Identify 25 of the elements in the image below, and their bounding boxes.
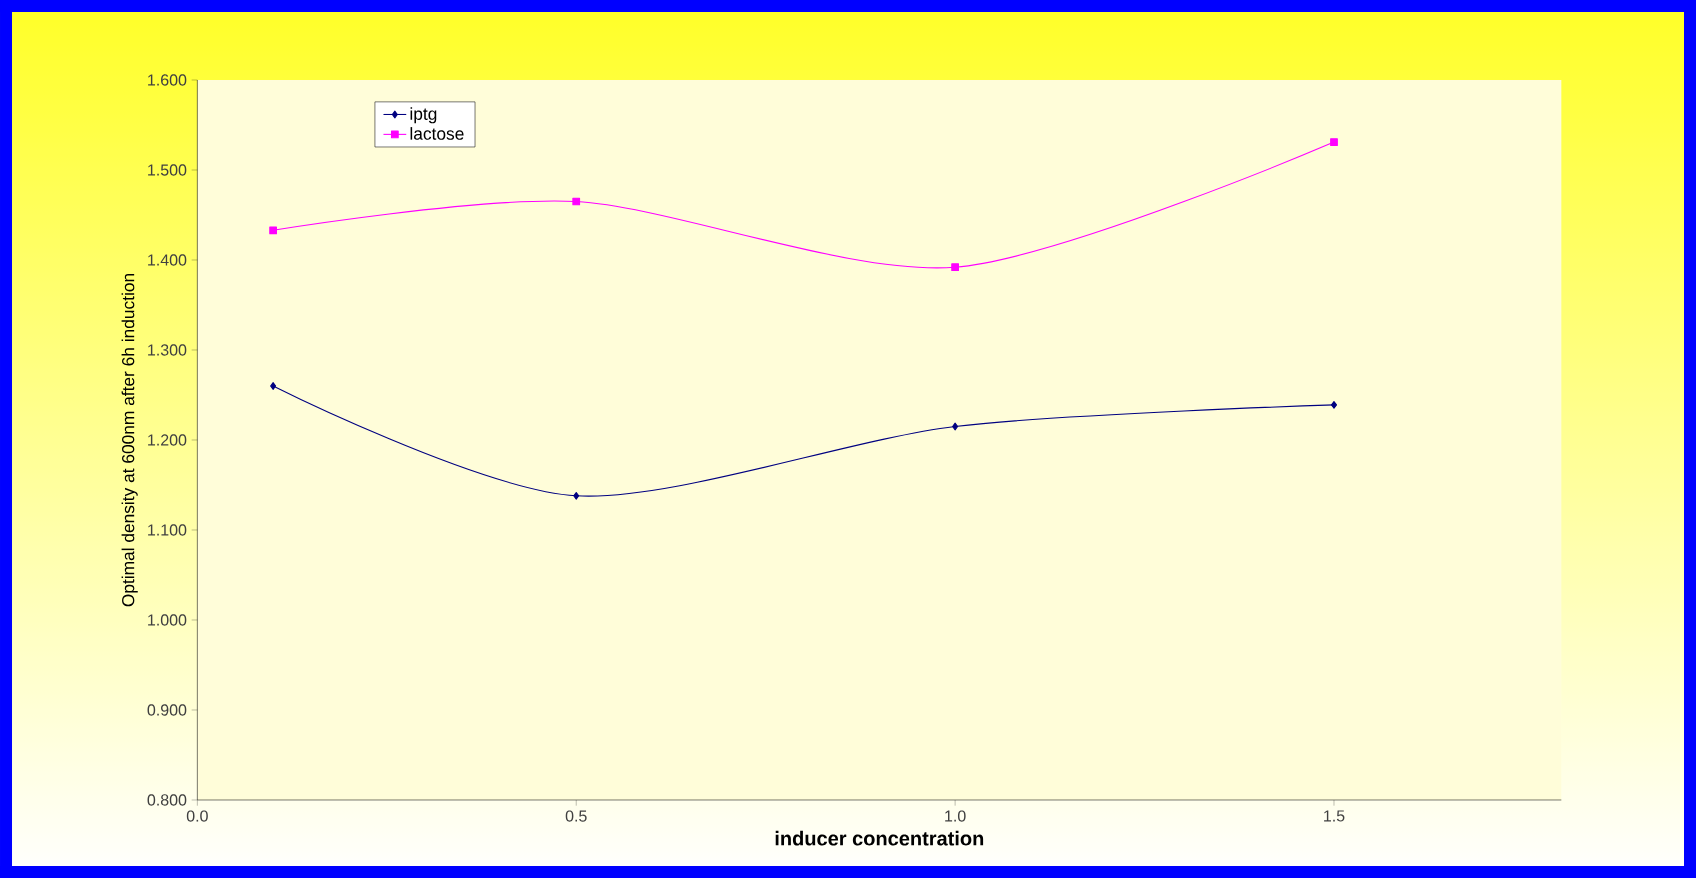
point — [1330, 138, 1338, 146]
y-tick-label: 1.600 — [148, 74, 187, 86]
y-tick-label: 1.000 — [148, 614, 187, 626]
point — [572, 197, 581, 206]
y-axis-title: Optimal density at 600nm after 6h induction — [121, 274, 138, 607]
y-tick-label: 1.100 — [148, 524, 187, 536]
point — [270, 382, 277, 390]
point — [951, 263, 959, 272]
y-tick-label: 1.400 — [148, 254, 187, 266]
legend-label: lactose — [410, 127, 464, 140]
legend-label: iptg — [410, 107, 437, 124]
point — [269, 226, 277, 235]
x-tick-label: 1.5 — [1324, 810, 1345, 822]
point — [952, 422, 959, 431]
y-tick-label: 1.500 — [148, 164, 187, 176]
point — [1330, 401, 1338, 409]
y-tick-label: 1.300 — [148, 344, 187, 356]
y-tick-label: 0.900 — [147, 704, 187, 716]
y-tick-label: 0.800 — [147, 794, 187, 806]
point — [573, 491, 580, 500]
y-tick-label: 1.200 — [148, 434, 187, 446]
x-tick-label: 0.5 — [565, 810, 587, 822]
x-tick-label: 1.0 — [945, 810, 966, 822]
x-tick-label: 0.0 — [186, 810, 208, 822]
x-axis-title: inducer concentration — [775, 830, 984, 846]
